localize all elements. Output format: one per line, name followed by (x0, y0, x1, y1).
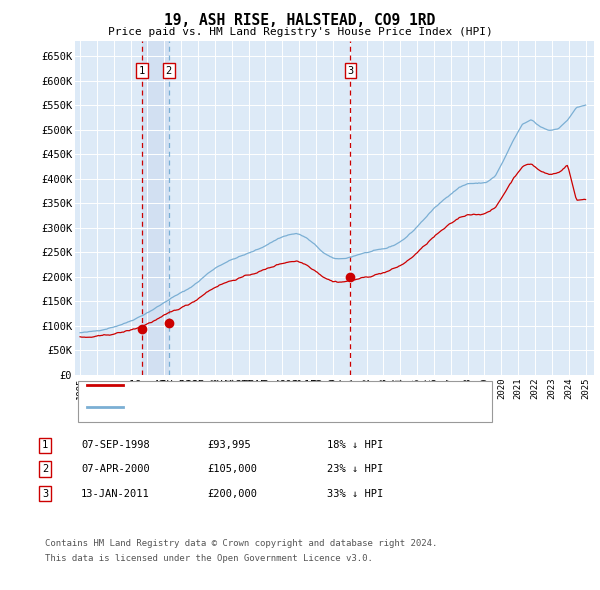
Text: 07-APR-2000: 07-APR-2000 (81, 464, 150, 474)
Text: 18% ↓ HPI: 18% ↓ HPI (327, 441, 383, 450)
Text: Price paid vs. HM Land Registry's House Price Index (HPI): Price paid vs. HM Land Registry's House … (107, 28, 493, 37)
Text: 19, ASH RISE, HALSTEAD, CO9 1RD (detached house): 19, ASH RISE, HALSTEAD, CO9 1RD (detache… (129, 380, 429, 389)
Text: 07-SEP-1998: 07-SEP-1998 (81, 441, 150, 450)
Text: £93,995: £93,995 (207, 441, 251, 450)
Text: 33% ↓ HPI: 33% ↓ HPI (327, 489, 383, 499)
Text: 1: 1 (42, 441, 48, 450)
Text: £200,000: £200,000 (207, 489, 257, 499)
Text: 3: 3 (347, 65, 353, 76)
Text: 2: 2 (42, 464, 48, 474)
Text: 13-JAN-2011: 13-JAN-2011 (81, 489, 150, 499)
Text: 23% ↓ HPI: 23% ↓ HPI (327, 464, 383, 474)
Text: 3: 3 (42, 489, 48, 499)
Text: 19, ASH RISE, HALSTEAD, CO9 1RD: 19, ASH RISE, HALSTEAD, CO9 1RD (164, 13, 436, 28)
Text: This data is licensed under the Open Government Licence v3.0.: This data is licensed under the Open Gov… (45, 554, 373, 563)
Text: Contains HM Land Registry data © Crown copyright and database right 2024.: Contains HM Land Registry data © Crown c… (45, 539, 437, 549)
Text: £105,000: £105,000 (207, 464, 257, 474)
Text: 1: 1 (139, 65, 145, 76)
Text: HPI: Average price, detached house, Braintree: HPI: Average price, detached house, Brai… (129, 402, 410, 412)
Text: 2: 2 (166, 65, 172, 76)
Bar (142, 41, 169, 375)
